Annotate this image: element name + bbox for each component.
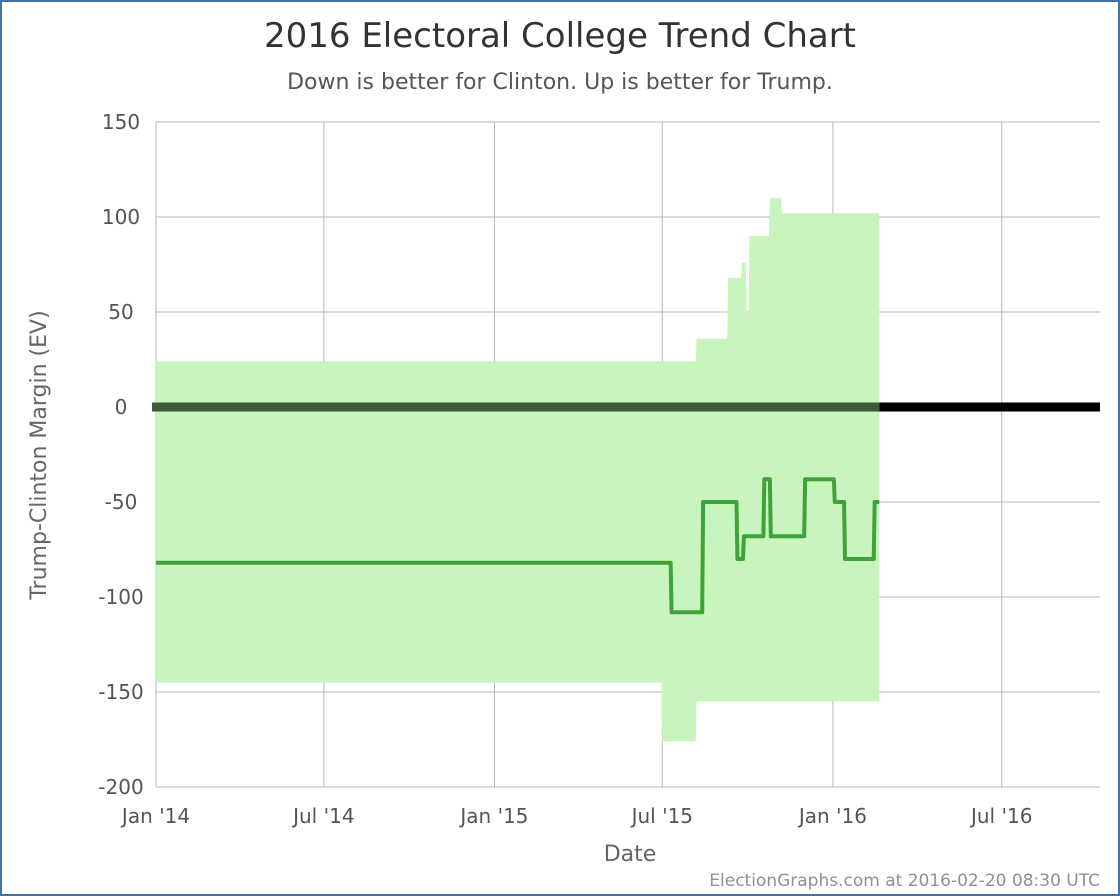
x-tick-label: Jan '14 [120, 804, 190, 828]
y-tick-label: 0 [115, 395, 128, 419]
x-tick-label: Jul '14 [291, 804, 354, 828]
range-band [156, 198, 880, 742]
y-axis-ticks: 150 100 50 0 -50 -100 -150 -200 [98, 110, 143, 799]
chart-title: 2016 Electoral College Trend Chart [264, 16, 856, 56]
x-tick-label: Jan '15 [458, 804, 528, 828]
y-tick-label: 100 [102, 205, 140, 229]
x-axis-label: Date [604, 842, 657, 867]
margin-line [156, 477, 880, 615]
y-tick-label: -150 [98, 680, 143, 704]
range-band-area [156, 198, 880, 742]
x-tick-label: Jul '15 [630, 804, 693, 828]
chart-subtitle: Down is better for Clinton. Up is better… [287, 70, 833, 95]
x-tick-label: Jul '16 [969, 804, 1032, 828]
x-axis-ticks: Jan '14 Jul '14 Jan '15 Jul '15 Jan '16 Jul '… [120, 804, 1032, 828]
y-tick-label: -50 [105, 490, 138, 514]
y-axis-label: Trump-Clinton Margin (EV) [27, 310, 52, 600]
y-tick-label: -200 [98, 775, 143, 799]
y-tick-label: 50 [108, 300, 133, 324]
margin-series [156, 477, 880, 615]
credit-text: ElectionGraphs.com at 2016-02-20 08:30 U… [709, 871, 1100, 891]
y-tick-label: -100 [98, 585, 143, 609]
x-tick-label: Jan '16 [797, 804, 867, 828]
y-tick-label: 150 [102, 110, 140, 134]
